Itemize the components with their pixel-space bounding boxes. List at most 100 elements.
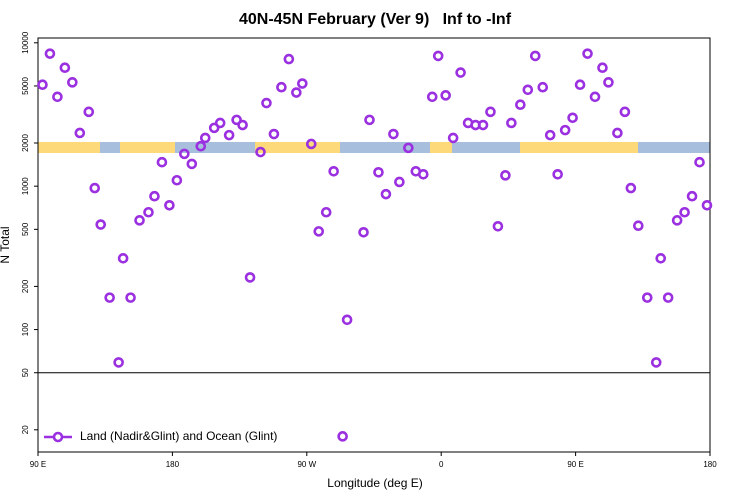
data-point <box>134 215 145 226</box>
data-point <box>641 292 653 303</box>
series <box>37 48 713 442</box>
map-strip <box>38 142 710 153</box>
data-point <box>305 138 317 150</box>
data-point <box>179 148 190 160</box>
data-point <box>455 67 466 78</box>
data-point <box>171 174 183 186</box>
data-point <box>515 99 526 111</box>
data-point <box>195 140 207 152</box>
data-point <box>582 48 593 59</box>
data-point <box>694 156 705 168</box>
data-point <box>156 156 168 168</box>
data-point <box>394 176 405 188</box>
legend-label: Land (Nadir&Glint) and Ocean (Glint) <box>80 429 277 443</box>
data-point <box>506 117 517 129</box>
legend-marker <box>52 431 64 443</box>
y-tick-label: 200 <box>21 279 30 293</box>
data-point <box>567 112 578 124</box>
data-point <box>417 169 429 180</box>
plot-frame <box>37 37 711 453</box>
y-tick-label: 5000 <box>21 77 30 95</box>
x-tick-label: 180 <box>703 460 717 469</box>
data-point <box>403 142 414 154</box>
data-point <box>552 169 563 180</box>
data-point <box>380 188 392 200</box>
data-point <box>231 114 242 126</box>
data-point <box>364 114 375 126</box>
data-point <box>320 206 332 218</box>
land-strip <box>255 142 340 153</box>
data-point <box>67 77 78 88</box>
data-point <box>625 182 637 194</box>
data-point <box>574 79 586 91</box>
data-point <box>337 431 348 442</box>
data-point <box>559 124 571 136</box>
y-tick-label: 10000 <box>21 31 30 54</box>
data-point <box>655 253 667 264</box>
data-point <box>149 190 160 202</box>
data-point <box>276 81 287 93</box>
data-point <box>633 220 644 232</box>
y-tick-label: 50 <box>21 368 30 377</box>
data-point <box>426 91 438 103</box>
data-point <box>432 50 444 62</box>
ocean-strip <box>38 142 710 153</box>
data-point <box>268 128 280 140</box>
data-point <box>589 91 601 103</box>
data-point <box>679 206 690 218</box>
data-point <box>650 357 662 368</box>
data-point <box>291 87 302 98</box>
data-point <box>701 199 713 211</box>
data-point <box>244 272 256 283</box>
data-point <box>208 122 220 134</box>
data-point <box>388 128 399 140</box>
data-point <box>619 106 631 118</box>
y-tick-label: 1000 <box>21 177 30 195</box>
chart-title: 40N-45N February (Ver 9) Inf to -Inf <box>239 11 512 28</box>
x-tick-label: 90 E <box>30 460 46 469</box>
data-point <box>125 292 136 303</box>
data-point <box>297 78 308 89</box>
x-tick-label: 90 W <box>297 460 316 469</box>
x-tick-label: 180 <box>166 460 180 469</box>
data-point <box>214 117 226 129</box>
data-point <box>662 292 674 303</box>
data-point <box>59 62 71 74</box>
data-point <box>447 132 459 144</box>
data-point <box>537 81 549 93</box>
data-point <box>328 165 339 177</box>
data-point <box>341 314 353 326</box>
data-point <box>671 215 683 226</box>
data-point <box>522 84 534 96</box>
data-point <box>492 221 504 232</box>
x-axis-label: Longitude (deg E) <box>327 476 422 490</box>
x-tick-label: 90 E <box>567 460 583 469</box>
y-axis-label: N Total <box>0 226 12 263</box>
data-point <box>313 226 325 237</box>
data-point <box>44 48 56 59</box>
data-point <box>603 77 614 88</box>
data-point <box>686 190 698 202</box>
data-point <box>544 129 556 141</box>
data-point <box>283 53 295 65</box>
data-point <box>113 357 124 368</box>
data-point <box>143 206 154 218</box>
y-tick-label: 2000 <box>21 134 30 152</box>
data-point <box>237 119 248 131</box>
data-point <box>529 50 541 62</box>
data-point <box>104 292 115 303</box>
data-point <box>485 106 496 118</box>
y-tick-label: 500 <box>21 222 30 236</box>
data-point <box>500 170 511 181</box>
data-point <box>186 158 198 170</box>
y-tick-label: 100 <box>21 322 30 336</box>
data-point <box>89 182 101 194</box>
data-point <box>199 132 211 144</box>
data-point <box>612 127 623 139</box>
data-point <box>261 97 272 109</box>
land-strip <box>38 142 100 153</box>
data-point <box>373 166 384 178</box>
data-point <box>74 127 86 139</box>
